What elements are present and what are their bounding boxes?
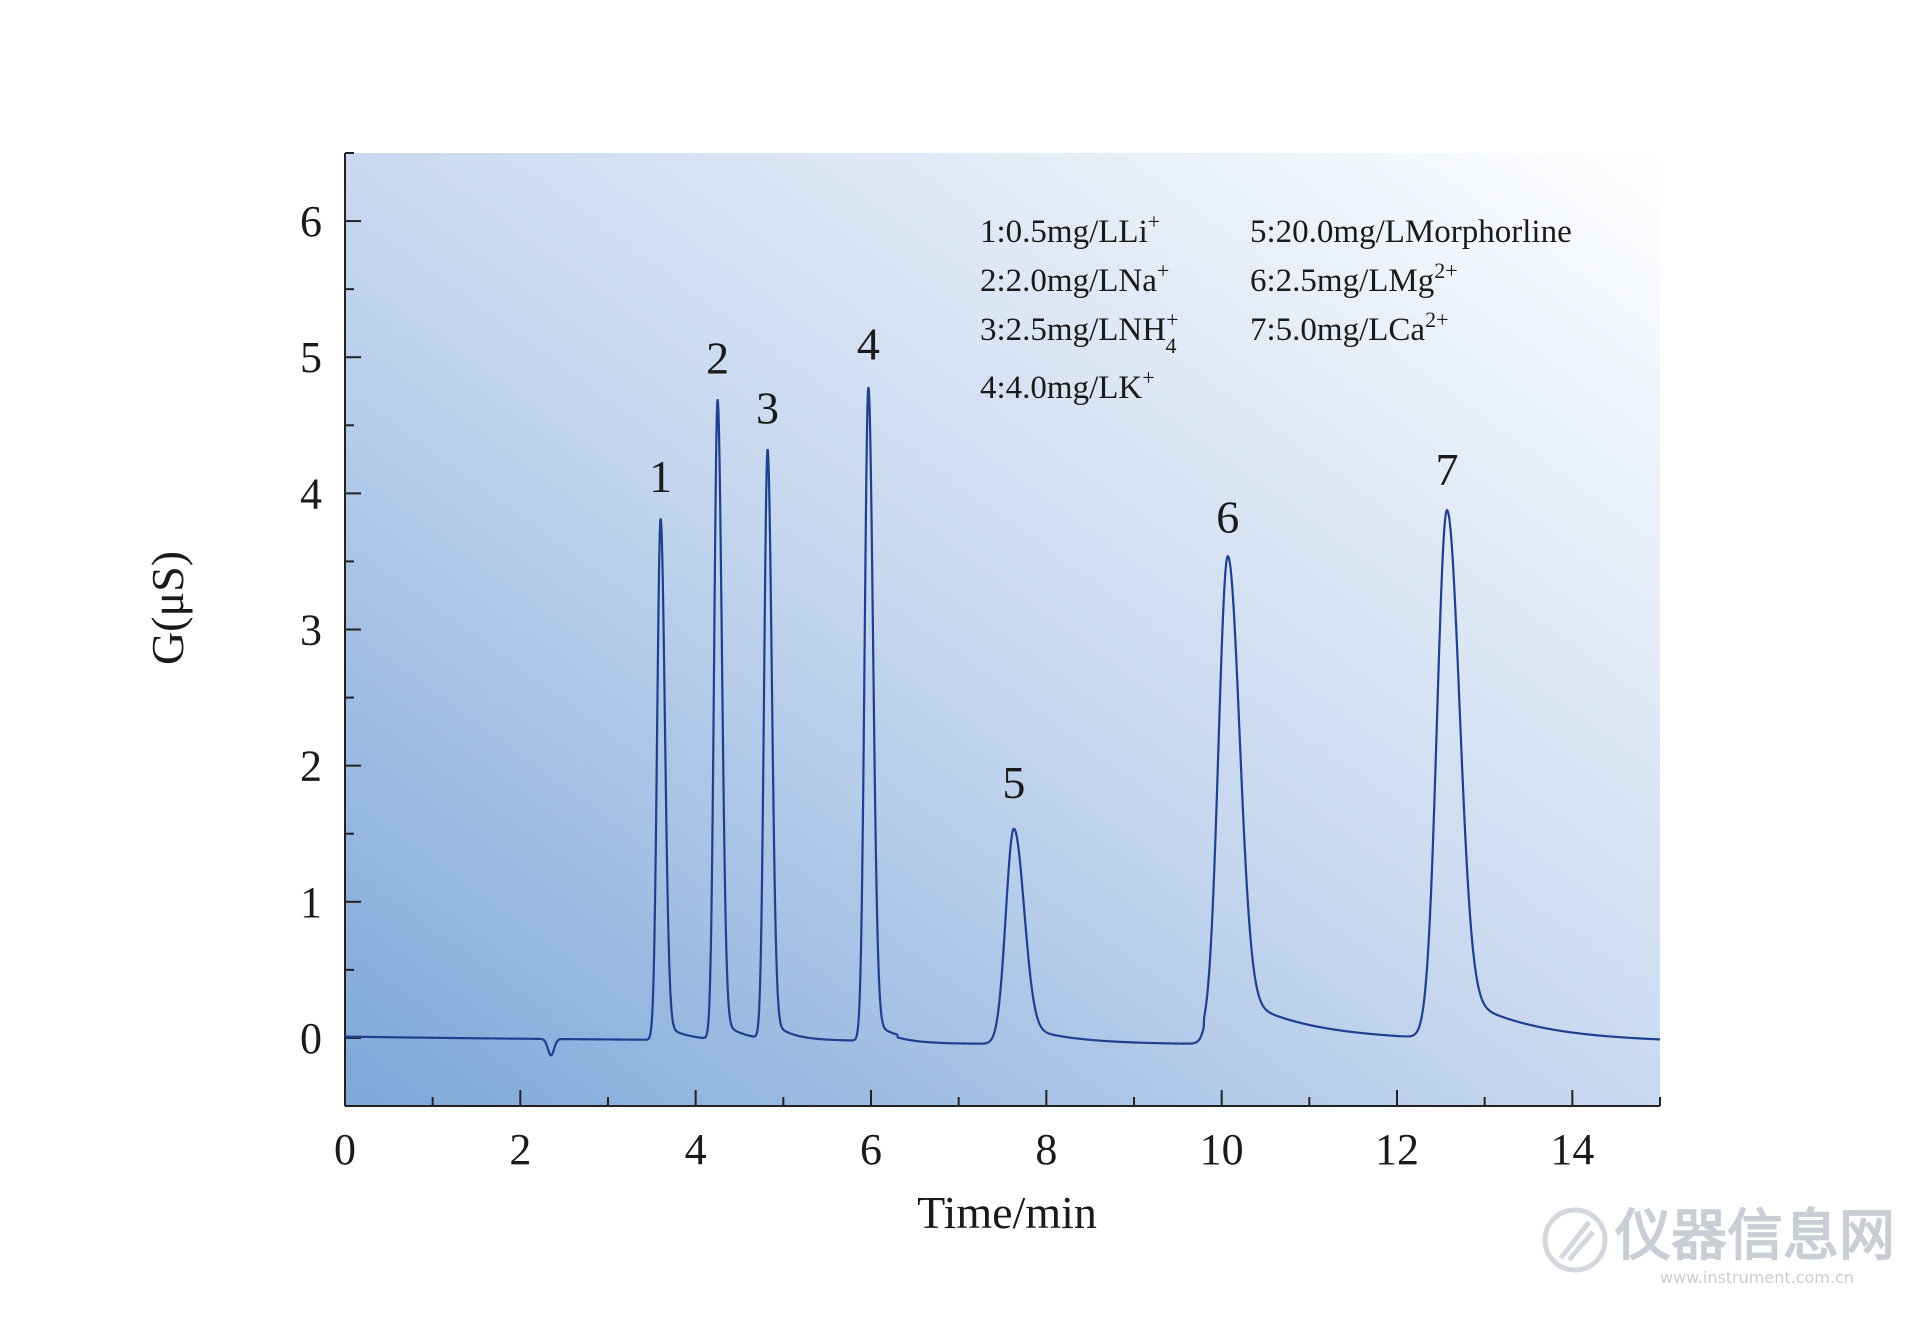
legend-entry: 4:4.0mg/LK+ xyxy=(980,365,1155,406)
y-axis-title: G(μS) xyxy=(142,551,193,665)
legend-entry: 7:5.0mg/LCa2+ xyxy=(1250,307,1449,348)
y-tick-label: 1 xyxy=(300,878,322,927)
y-tick-label: 3 xyxy=(300,606,322,655)
x-tick-label: 6 xyxy=(860,1125,882,1174)
x-tick-label: 14 xyxy=(1550,1125,1594,1174)
legend-entry: 2:2.0mg/LNa+ xyxy=(980,258,1169,299)
watermark-text: 仪器信息网 xyxy=(1614,1204,1895,1269)
peak-label: 6 xyxy=(1216,492,1239,543)
legend-entry: 3:2.5mg/LNH+ 4 xyxy=(980,307,1179,358)
x-tick-label: 0 xyxy=(334,1125,356,1174)
x-axis-title: Time/min xyxy=(917,1187,1097,1238)
y-tick-label: 6 xyxy=(300,197,322,246)
peak-label: 3 xyxy=(756,383,779,434)
x-tick-label: 10 xyxy=(1200,1125,1244,1174)
x-tick-label: 8 xyxy=(1035,1125,1057,1174)
legend-entry: 6:2.5mg/LMg2+ xyxy=(1250,258,1458,299)
peak-label: 4 xyxy=(857,319,880,370)
y-tick-label: 0 xyxy=(300,1014,322,1063)
y-tick-label: 2 xyxy=(300,742,322,791)
peak-label: 1 xyxy=(649,451,672,502)
chromatogram-trace xyxy=(345,387,1661,1057)
x-tick-label: 2 xyxy=(509,1125,531,1174)
x-tick-label: 4 xyxy=(685,1125,707,1174)
watermark: 仪器信息网 www.instrument.com.cn xyxy=(1542,1204,1895,1287)
peak-label: 7 xyxy=(1435,444,1458,495)
legend-entry: 1:0.5mg/LLi+ xyxy=(980,209,1160,250)
watermark-logo-icon xyxy=(1542,1207,1608,1273)
watermark-url: www.instrument.com.cn xyxy=(1660,1268,1854,1287)
legend-entry: 5:20.0mg/LMorphorline xyxy=(1250,214,1572,250)
y-tick-label: 4 xyxy=(300,469,322,518)
legend: 1:0.5mg/LLi+ 2:2.0mg/LNa+ 3:2.5mg/LNH+ 4 4:4… xyxy=(980,209,1572,406)
peak-label: 5 xyxy=(1002,757,1025,808)
x-tick-label: 12 xyxy=(1375,1125,1419,1174)
peak-label: 2 xyxy=(706,332,729,383)
y-tick-label: 5 xyxy=(300,333,322,382)
